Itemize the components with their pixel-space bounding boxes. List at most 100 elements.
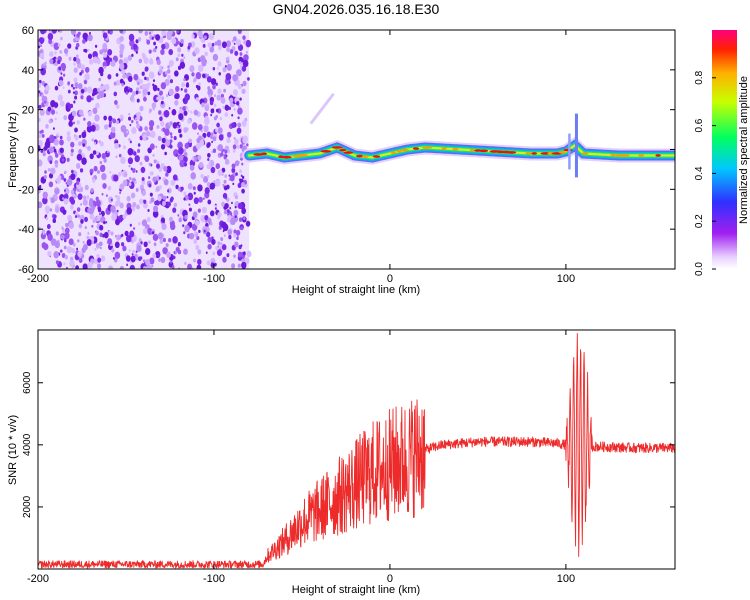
- noise-speckle: [103, 115, 107, 121]
- noise-speckle: [150, 197, 155, 203]
- noise-speckle: [49, 135, 55, 143]
- x-tick-label: 100: [557, 273, 575, 285]
- noise-speckle: [153, 41, 156, 46]
- noise-speckle: [38, 159, 43, 167]
- noise-speckle: [178, 217, 182, 223]
- x-tick-label: 0: [387, 573, 393, 585]
- noise-speckle: [65, 188, 69, 192]
- noise-speckle: [222, 223, 229, 232]
- noise-speckle: [99, 164, 106, 173]
- noise-speckle: [195, 220, 200, 226]
- noise-speckle: [116, 195, 121, 201]
- noise-speckle: [87, 53, 93, 59]
- noise-speckle: [126, 263, 129, 267]
- noise-speckle: [218, 47, 221, 51]
- noise-speckle: [156, 125, 160, 129]
- noise-speckle: [77, 193, 83, 200]
- noise-speckle: [86, 195, 90, 200]
- noise-speckle: [87, 121, 92, 127]
- noise-speckle: [65, 266, 69, 269]
- noise-speckle: [105, 221, 108, 224]
- x-tick-label: -200: [27, 573, 49, 585]
- noise-speckle: [120, 124, 127, 133]
- noise-speckle: [208, 161, 211, 164]
- noise-speckle: [236, 69, 242, 77]
- noise-speckle: [57, 94, 63, 102]
- noise-speckle: [199, 33, 204, 39]
- noise-speckle: [205, 251, 208, 254]
- noise-speckle: [141, 177, 145, 182]
- noise-speckle: [233, 234, 237, 238]
- noise-speckle: [107, 30, 110, 34]
- noise-speckle: [149, 257, 155, 265]
- noise-speckle: [212, 136, 217, 142]
- noise-speckle: [245, 50, 249, 54]
- noise-speckle: [211, 236, 214, 240]
- noise-speckle: [100, 255, 106, 262]
- noise-speckle: [113, 91, 118, 97]
- noise-speckle: [224, 202, 229, 209]
- noise-speckle: [203, 229, 206, 233]
- noise-speckle: [128, 249, 131, 252]
- noise-speckle: [129, 223, 132, 227]
- noise-speckle: [107, 238, 113, 245]
- noise-speckle: [147, 227, 153, 235]
- noise-speckle: [49, 208, 53, 212]
- noise-speckle: [161, 128, 163, 131]
- noise-speckle: [155, 145, 158, 149]
- noise-speckle: [195, 244, 200, 251]
- noise-speckle: [241, 162, 244, 166]
- noise-speckle: [131, 249, 135, 254]
- noise-speckle: [183, 162, 188, 167]
- noise-speckle: [211, 42, 215, 47]
- noise-speckle: [231, 167, 236, 174]
- noise-speckle: [174, 250, 178, 255]
- noise-speckle: [224, 158, 230, 165]
- noise-speckle: [179, 133, 183, 138]
- noise-speckle: [81, 247, 86, 254]
- noise-speckle: [65, 222, 69, 228]
- noise-speckle: [176, 125, 179, 129]
- noise-speckle: [104, 83, 110, 91]
- noise-speckle: [90, 172, 93, 176]
- noise-speckle: [146, 264, 152, 269]
- noise-speckle: [134, 155, 140, 163]
- noise-speckle: [47, 250, 52, 257]
- noise-speckle: [191, 157, 195, 161]
- noise-speckle: [207, 236, 212, 243]
- noise-speckle: [102, 32, 108, 39]
- noise-speckle: [168, 107, 171, 110]
- noise-speckle: [81, 131, 87, 139]
- noise-speckle: [74, 95, 78, 100]
- noise-speckle: [54, 187, 60, 195]
- noise-speckle: [245, 220, 251, 227]
- noise-speckle: [214, 207, 217, 210]
- noise-speckle: [58, 80, 64, 87]
- noise-speckle: [63, 193, 69, 200]
- noise-speckle: [237, 182, 242, 189]
- noise-speckle: [82, 143, 86, 147]
- noise-speckle: [151, 36, 154, 40]
- noise-speckle: [237, 83, 242, 90]
- noise-speckle: [76, 42, 80, 48]
- noise-speckle: [39, 52, 45, 59]
- noise-speckle: [193, 79, 196, 83]
- noise-speckle: [125, 91, 129, 95]
- noise-speckle: [97, 257, 102, 263]
- noise-speckle: [63, 48, 69, 55]
- noise-speckle: [173, 202, 178, 208]
- noise-speckle: [212, 108, 215, 112]
- noise-speckle: [139, 105, 144, 112]
- noise-speckle: [54, 163, 59, 168]
- noise-speckle: [162, 247, 168, 255]
- noise-speckle: [142, 134, 148, 142]
- colorbar: 0.0 0.2 0.4 0.6 0.8 Normalized spectral ampl…: [694, 30, 750, 276]
- noise-speckle: [152, 210, 159, 218]
- noise-speckle: [237, 202, 243, 210]
- noise-speckle: [103, 158, 107, 163]
- carrier-peak: [281, 155, 292, 159]
- noise-speckle: [203, 125, 209, 133]
- carrier-peak: [507, 151, 517, 154]
- noise-speckle: [54, 241, 60, 249]
- noise-speckle: [181, 53, 184, 57]
